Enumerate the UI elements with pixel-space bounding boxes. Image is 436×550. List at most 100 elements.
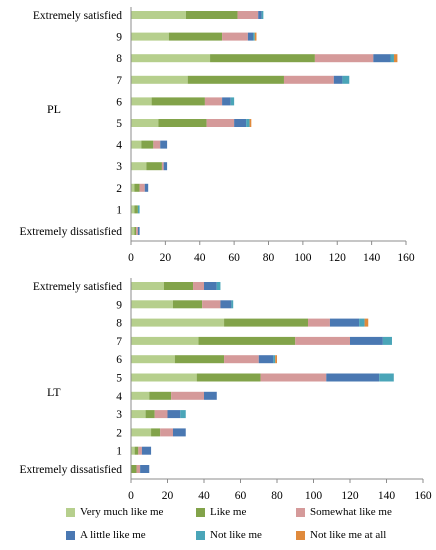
category-label-4: 4 — [116, 140, 122, 152]
bar-lt-8-somewhat-like-me — [308, 318, 330, 327]
bar-pl-5-not-like-me-at-all — [249, 119, 252, 127]
x-tick-label-lt-0: 0 — [128, 490, 134, 502]
legend-swatch-like-me — [196, 507, 205, 517]
x-tick-label-pl-20: 20 — [160, 252, 172, 264]
bar-pl-8-like-me — [210, 54, 315, 63]
bar-pl-2-like-me — [134, 183, 140, 192]
legend-item-like-me: Like me — [196, 506, 246, 518]
bar-lt-1-somewhat-like-me — [138, 446, 142, 455]
bar-lt-extremely-satisfied-very-much-like-me — [131, 282, 164, 290]
x-tick-label-pl-160: 160 — [397, 252, 415, 264]
bar-lt-6-like-me — [174, 355, 225, 364]
x-tick-label-lt-20: 20 — [162, 490, 174, 502]
bar-pl-5-somewhat-like-me — [206, 119, 235, 127]
bar-lt-5-not-like-me — [379, 373, 394, 382]
bar-pl-9-not-like-me-at-all — [254, 32, 257, 41]
bar-pl-6-a-little-like-me — [222, 97, 231, 106]
bar-lt-9-somewhat-like-me — [202, 300, 221, 309]
bar-pl-extremely-satisfied-a-little-like-me — [258, 11, 262, 19]
bar-pl-8-very-much-like-me — [131, 54, 211, 63]
legend-item-somewhat-like-me: Somewhat like me — [296, 506, 392, 518]
bar-pl-extremely-dissatisfied-like-me — [134, 227, 137, 235]
bar-pl-9-somewhat-like-me — [222, 32, 248, 41]
bar-pl-2-a-little-like-me — [144, 183, 149, 192]
bar-lt-7-somewhat-like-me — [295, 336, 350, 345]
bar-pl-7-a-little-like-me — [333, 75, 343, 84]
x-tick-label-lt-100: 100 — [305, 490, 323, 502]
legend-swatch-very-much-like-me — [66, 507, 75, 517]
bar-pl-extremely-dissatisfied-very-much-like-me — [131, 227, 135, 235]
x-tick-label-pl-140: 140 — [363, 252, 381, 264]
bar-pl-2-very-much-like-me — [131, 183, 135, 192]
category-label-extremely-satisfied: Extremely satisfied — [33, 10, 122, 22]
bar-lt-3-a-little-like-me — [167, 410, 181, 419]
bar-lt-extremely-dissatisfied-a-little-like-me — [140, 465, 150, 473]
bar-lt-4-like-me — [149, 391, 172, 400]
bar-pl-1-not-like-me — [137, 205, 140, 214]
x-tick-label-pl-60: 60 — [228, 252, 240, 264]
category-label-6: 6 — [116, 96, 122, 108]
category-label-9: 9 — [116, 299, 122, 311]
bar-lt-7-like-me — [198, 336, 296, 345]
bar-lt-2-like-me — [151, 428, 161, 437]
bar-lt-6-not-like-me-at-all — [275, 355, 277, 364]
bar-lt-9-very-much-like-me — [131, 300, 173, 309]
bar-lt-8-not-like-me — [359, 318, 365, 327]
category-label-8: 8 — [116, 318, 122, 330]
category-label-5: 5 — [116, 118, 122, 130]
bar-lt-5-somewhat-like-me — [260, 373, 327, 382]
legend-swatch-not-like-me — [196, 530, 205, 540]
bar-pl-6-not-like-me — [230, 97, 235, 106]
bar-pl-5-not-like-me — [246, 119, 250, 127]
category-label-3: 3 — [116, 409, 122, 421]
legend-swatch-a-little-like-me — [66, 530, 75, 540]
category-label-extremely-satisfied: Extremely satisfied — [33, 281, 122, 293]
bar-lt-extremely-satisfied-somewhat-like-me — [193, 282, 204, 290]
bar-pl-3-a-little-like-me — [163, 162, 168, 171]
bar-pl-7-not-like-me — [342, 75, 350, 84]
bar-lt-1-very-much-like-me — [131, 446, 135, 455]
legend-label-somewhat-like-me: Somewhat like me — [310, 506, 392, 518]
bar-lt-9-a-little-like-me — [220, 300, 232, 309]
legend-item-very-much-like-me: Very much like me — [66, 506, 163, 518]
bar-pl-8-not-like-me-at-all — [393, 54, 398, 63]
category-label-8: 8 — [116, 53, 122, 65]
bar-pl-9-a-little-like-me — [247, 32, 254, 41]
legend: Very much like me Like me Somewhat like … — [0, 506, 436, 550]
legend-label-a-little-like-me: A little like me — [80, 529, 146, 541]
bar-pl-7-very-much-like-me — [131, 75, 188, 84]
legend-label-not-like-me: Not like me — [210, 529, 262, 541]
bar-lt-9-not-like-me — [231, 300, 234, 309]
bar-pl-8-a-little-like-me — [373, 54, 391, 63]
category-label-1: 1 — [116, 446, 122, 458]
bar-pl-2-somewhat-like-me — [139, 183, 145, 192]
bar-pl-5-a-little-like-me — [234, 119, 247, 127]
panel-pl: Extremely satisfied 9 8 7 6 5 4 3 2 1 Extremely di… — [19, 7, 415, 264]
bar-lt-extremely-satisfied-not-like-me — [216, 282, 221, 290]
category-label-extremely-dissatisfied: Extremely dissatisfied — [19, 226, 122, 238]
x-tick-label-pl-80: 80 — [263, 252, 275, 264]
bar-lt-3-very-much-like-me — [131, 410, 146, 419]
bar-pl-1-like-me — [134, 205, 138, 214]
bar-pl-4-very-much-like-me — [131, 140, 142, 149]
x-tick-label-pl-0: 0 — [128, 252, 134, 264]
bar-pl-3-somewhat-like-me — [161, 162, 164, 171]
bar-lt-1-a-little-like-me — [141, 446, 152, 455]
category-label-3: 3 — [116, 161, 122, 173]
x-tick-label-pl-120: 120 — [329, 252, 347, 264]
category-label-2: 2 — [116, 183, 122, 195]
bar-pl-3-very-much-like-me — [131, 162, 147, 171]
bar-lt-5-very-much-like-me — [131, 373, 197, 382]
bar-lt-2-somewhat-like-me — [160, 428, 173, 437]
bar-lt-6-somewhat-like-me — [224, 355, 259, 364]
panel-lt: Extremely satisfied 9 8 7 6 5 4 3 2 1 Extremely di… — [19, 278, 432, 502]
bar-pl-7-somewhat-like-me — [283, 75, 334, 84]
bar-lt-6-not-like-me — [273, 355, 276, 364]
bar-lt-extremely-satisfied-like-me — [163, 282, 194, 290]
x-tick-label-lt-140: 140 — [378, 490, 396, 502]
bar-lt-extremely-dissatisfied-somewhat-like-me — [136, 465, 141, 473]
bar-lt-1-like-me — [134, 446, 139, 455]
bar-pl-6-like-me — [151, 97, 205, 106]
category-label-4: 4 — [116, 391, 122, 403]
legend-item-a-little-like-me: A little like me — [66, 529, 146, 541]
